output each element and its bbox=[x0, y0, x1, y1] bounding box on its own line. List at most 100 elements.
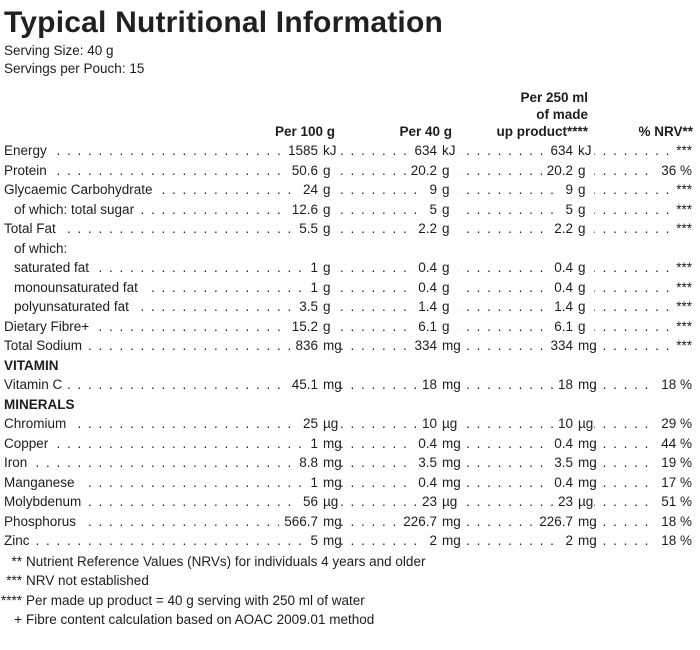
value-unit: mg bbox=[318, 336, 342, 356]
value-cell: 25 µg bbox=[235, 414, 339, 434]
value-unit: g bbox=[318, 277, 339, 297]
footnote-marker: + bbox=[14, 612, 22, 627]
nutrition-table: Energy1585kJ634kJ634kJ***Protein50.6g20.… bbox=[0, 141, 700, 551]
value-unit: mg bbox=[573, 453, 597, 473]
value-cell: 0.4 mg bbox=[490, 433, 597, 453]
value-unit: g bbox=[573, 277, 594, 297]
column-headers: Per 100 g Per 40 g Per 250 ml of made up… bbox=[0, 78, 700, 141]
value-unit: µg bbox=[318, 414, 339, 434]
section-header-row: VITAMIN bbox=[0, 355, 700, 375]
value-unit: kJ bbox=[573, 141, 594, 161]
row-label: Energy bbox=[0, 141, 52, 161]
value-cell: 0.4 g bbox=[490, 277, 594, 297]
servings-per-pouch: Servings per Pouch: 15 bbox=[4, 61, 145, 76]
value-unit: g bbox=[318, 180, 339, 200]
row-label: of which: bbox=[0, 238, 73, 258]
row-label: Copper bbox=[0, 433, 54, 453]
row-label: Iron bbox=[0, 453, 33, 473]
nrv-cell: 18 % bbox=[656, 511, 692, 531]
value-cell: 18 mg bbox=[490, 375, 597, 395]
value-unit: mg bbox=[573, 511, 597, 531]
value-unit: g bbox=[437, 219, 458, 239]
nrv-cell: *** bbox=[671, 297, 692, 317]
value-cell: 2 mg bbox=[355, 531, 461, 551]
value-number: 0.4 bbox=[413, 258, 437, 278]
footnote-marker: **** bbox=[0, 592, 22, 608]
value-cell: 0.4 g bbox=[355, 258, 458, 278]
row-label: Dietary Fibre+ bbox=[0, 316, 95, 336]
serving-size: Serving Size: 40 g bbox=[4, 43, 114, 58]
nrv-cell: *** bbox=[671, 316, 692, 336]
col-header-per-250ml-line1: Per 250 ml bbox=[520, 90, 588, 105]
value-cell: 3.5 mg bbox=[490, 453, 597, 473]
value-number: 334 bbox=[545, 336, 573, 356]
value-unit: mg bbox=[318, 531, 342, 551]
value-number: 10 bbox=[416, 414, 437, 434]
value-cell: 1585 kJ bbox=[235, 141, 339, 161]
value-number: 1 bbox=[305, 277, 318, 297]
value-cell: 10 µg bbox=[490, 414, 594, 434]
value-number: 3.5 bbox=[549, 453, 573, 473]
value-number: 2 bbox=[560, 531, 573, 551]
value-unit: mg bbox=[318, 433, 342, 453]
value-cell: 6.1 g bbox=[355, 316, 458, 336]
value-unit: µg bbox=[573, 414, 594, 434]
value-number: 2.2 bbox=[413, 219, 437, 239]
value-unit: g bbox=[318, 316, 339, 336]
value-cell: 20.2 g bbox=[355, 160, 458, 180]
value-unit: mg bbox=[437, 375, 461, 395]
value-number: 1 bbox=[305, 472, 318, 492]
value-cell: 1 mg bbox=[235, 433, 342, 453]
value-cell: 23 µg bbox=[355, 492, 458, 512]
value-cell: 566.7 mg bbox=[235, 511, 342, 531]
value-number: 1585 bbox=[282, 141, 318, 161]
value-number: 334 bbox=[409, 336, 437, 356]
value-cell: 0.4 mg bbox=[355, 433, 461, 453]
footnote: ** Nutrient Reference Values (NRVs) for i… bbox=[0, 552, 700, 572]
row-label: Protein bbox=[0, 160, 52, 180]
value-unit: mg bbox=[573, 375, 597, 395]
value-unit: g bbox=[318, 219, 339, 239]
value-number: 20.2 bbox=[541, 160, 573, 180]
nrv-cell: 51 % bbox=[656, 492, 692, 512]
value-number: 25 bbox=[297, 414, 318, 434]
value-number: 0.4 bbox=[413, 472, 437, 492]
value-number: 226.7 bbox=[534, 511, 573, 531]
value-unit: g bbox=[437, 180, 458, 200]
nrv-cell: 18 % bbox=[656, 531, 692, 551]
value-number: 10 bbox=[552, 414, 573, 434]
value-unit: mg bbox=[573, 472, 597, 492]
col-header-per-250ml-line2: of made bbox=[536, 107, 588, 122]
value-unit: mg bbox=[318, 375, 342, 395]
value-cell: 1 mg bbox=[235, 472, 342, 492]
value-number: 836 bbox=[290, 336, 318, 356]
value-unit: g bbox=[573, 316, 594, 336]
nrv-cell: *** bbox=[671, 180, 692, 200]
value-unit: kJ bbox=[437, 141, 458, 161]
value-cell: 1.4 g bbox=[490, 297, 594, 317]
value-cell: 0.4 mg bbox=[355, 472, 461, 492]
value-unit: µg bbox=[573, 492, 594, 512]
value-unit: g bbox=[437, 199, 458, 219]
row-label: Total Sodium bbox=[0, 336, 88, 356]
value-number: 1 bbox=[305, 258, 318, 278]
row-label: Manganese bbox=[0, 472, 80, 492]
value-cell: 334 mg bbox=[490, 336, 597, 356]
value-number: 5 bbox=[424, 199, 437, 219]
col-header-nrv: % NRV** bbox=[638, 124, 693, 139]
value-number: 8.8 bbox=[294, 453, 318, 473]
value-number: 1.4 bbox=[549, 297, 573, 317]
value-number: 5 bbox=[305, 531, 318, 551]
value-number: 3.5 bbox=[413, 453, 437, 473]
value-number: 634 bbox=[545, 141, 573, 161]
